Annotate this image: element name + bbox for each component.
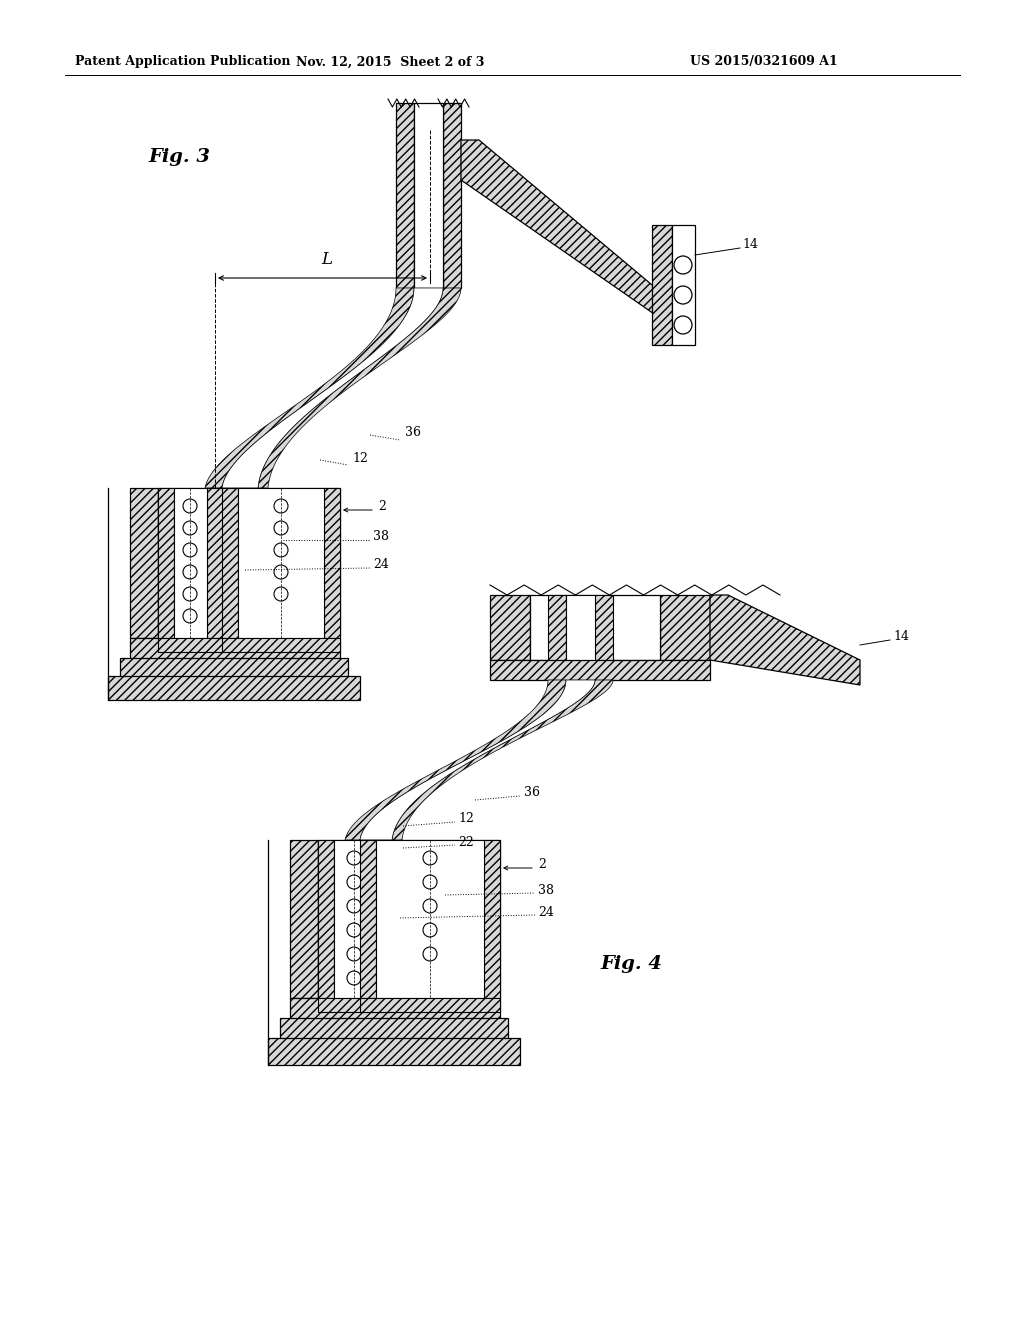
- Text: 2: 2: [538, 858, 546, 871]
- Polygon shape: [158, 488, 340, 638]
- Polygon shape: [318, 840, 500, 998]
- Polygon shape: [120, 657, 348, 678]
- Text: 14: 14: [742, 239, 758, 252]
- Text: 12: 12: [458, 813, 474, 825]
- Polygon shape: [490, 660, 710, 680]
- Polygon shape: [174, 488, 207, 638]
- Polygon shape: [108, 676, 360, 700]
- Polygon shape: [268, 1038, 520, 1065]
- Polygon shape: [280, 1018, 508, 1040]
- Text: Fig. 4: Fig. 4: [600, 954, 662, 973]
- Text: Nov. 12, 2015  Sheet 2 of 3: Nov. 12, 2015 Sheet 2 of 3: [296, 55, 484, 69]
- Text: 24: 24: [538, 906, 554, 919]
- Polygon shape: [130, 488, 158, 638]
- Polygon shape: [205, 288, 414, 488]
- Polygon shape: [318, 840, 334, 998]
- Polygon shape: [566, 595, 595, 680]
- Polygon shape: [484, 840, 500, 998]
- Text: Fig. 3: Fig. 3: [148, 148, 210, 166]
- Polygon shape: [548, 595, 566, 680]
- Polygon shape: [207, 488, 223, 638]
- Polygon shape: [290, 840, 318, 998]
- Polygon shape: [130, 638, 340, 660]
- Polygon shape: [334, 840, 374, 998]
- Text: 12: 12: [352, 451, 368, 465]
- Polygon shape: [374, 840, 390, 998]
- Polygon shape: [158, 488, 174, 638]
- Polygon shape: [490, 595, 530, 660]
- Polygon shape: [672, 224, 695, 345]
- Polygon shape: [710, 595, 860, 685]
- Polygon shape: [324, 488, 340, 638]
- Polygon shape: [392, 680, 613, 840]
- Text: 2: 2: [378, 500, 386, 513]
- Polygon shape: [360, 680, 595, 840]
- Text: US 2015/0321609 A1: US 2015/0321609 A1: [690, 55, 838, 69]
- Polygon shape: [290, 998, 500, 1020]
- Text: 38: 38: [373, 531, 389, 544]
- Text: 14: 14: [893, 631, 909, 644]
- Polygon shape: [443, 103, 461, 288]
- Polygon shape: [360, 998, 500, 1012]
- Polygon shape: [461, 140, 670, 325]
- Polygon shape: [660, 595, 710, 660]
- Text: 36: 36: [524, 787, 540, 800]
- Text: L: L: [322, 251, 333, 268]
- Polygon shape: [258, 288, 461, 488]
- Polygon shape: [222, 638, 340, 652]
- Polygon shape: [318, 998, 390, 1012]
- Polygon shape: [376, 840, 484, 998]
- Polygon shape: [158, 638, 223, 652]
- Text: 38: 38: [538, 883, 554, 896]
- Polygon shape: [595, 595, 613, 680]
- Text: 22: 22: [458, 836, 474, 849]
- Polygon shape: [345, 680, 566, 840]
- Polygon shape: [222, 488, 238, 638]
- Polygon shape: [222, 288, 443, 488]
- Text: 36: 36: [406, 425, 421, 438]
- Polygon shape: [396, 103, 414, 288]
- Text: Patent Application Publication: Patent Application Publication: [75, 55, 291, 69]
- Polygon shape: [360, 840, 376, 998]
- Polygon shape: [238, 488, 324, 638]
- Polygon shape: [414, 103, 443, 288]
- Polygon shape: [652, 224, 672, 345]
- Text: 24: 24: [373, 558, 389, 572]
- Polygon shape: [530, 595, 660, 660]
